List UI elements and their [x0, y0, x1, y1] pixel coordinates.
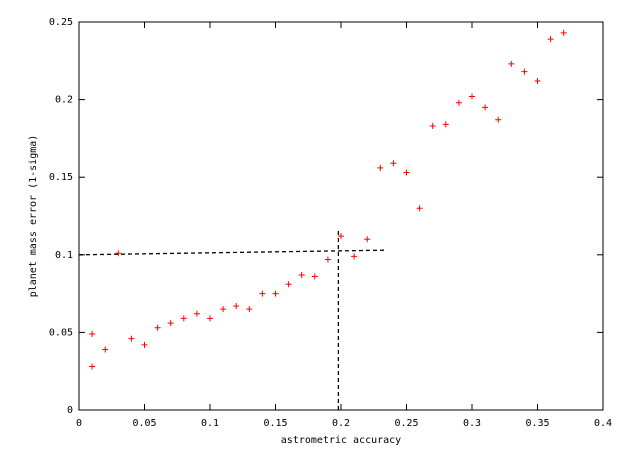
- point: [220, 306, 227, 313]
- point: [547, 36, 554, 43]
- point: [167, 320, 174, 327]
- x-axis-label: astrometric accuracy: [281, 435, 401, 446]
- point: [193, 310, 200, 317]
- point: [455, 99, 462, 106]
- x-tick-label: 0.1: [201, 418, 219, 429]
- point: [403, 169, 410, 176]
- point: [259, 290, 266, 297]
- point: [416, 205, 423, 212]
- x-tick-label: 0: [76, 418, 82, 429]
- point: [285, 281, 292, 288]
- point: [338, 233, 344, 240]
- y-tick-label: 0.25: [49, 17, 73, 28]
- guide-line: [78, 249, 387, 256]
- point: [272, 290, 279, 297]
- x-tick-label: 0.25: [394, 418, 418, 429]
- point: [115, 250, 122, 257]
- point: [377, 164, 384, 171]
- plot-frame: [78, 21, 604, 411]
- y-tick-label: 0.2: [55, 95, 73, 106]
- x-tick-label: 0.4: [594, 418, 612, 429]
- x-tick-label: 0.3: [463, 418, 481, 429]
- point: [246, 306, 253, 313]
- point: [521, 68, 528, 75]
- point: [482, 104, 489, 111]
- point: [560, 29, 567, 36]
- y-axis-label: planet mass error (1-sigma): [28, 135, 39, 298]
- y-tick-label: 0.05: [49, 327, 73, 338]
- point: [534, 77, 541, 84]
- point: [180, 315, 187, 322]
- point: [207, 315, 213, 322]
- point: [429, 122, 436, 129]
- point: [233, 303, 240, 310]
- x-tick-label: 0.2: [332, 418, 350, 429]
- x-tick-label: 0.05: [132, 418, 156, 429]
- point: [442, 121, 449, 128]
- point: [102, 346, 109, 353]
- point: [469, 93, 475, 100]
- y-tick-label: 0: [67, 405, 73, 416]
- point: [141, 341, 148, 348]
- point: [154, 324, 161, 331]
- y-tick-label: 0.15: [49, 172, 73, 183]
- x-tick-label: 0.15: [263, 418, 287, 429]
- point: [495, 116, 502, 123]
- y-tick-label: 0.1: [55, 250, 73, 261]
- point: [390, 160, 397, 167]
- point: [311, 273, 318, 280]
- point: [89, 363, 96, 370]
- point: [508, 60, 515, 67]
- point: [298, 271, 305, 278]
- point: [351, 253, 358, 260]
- point: [89, 330, 96, 337]
- point: [364, 236, 371, 243]
- point: [324, 256, 331, 263]
- x-tick-label: 0.35: [525, 418, 549, 429]
- point: [128, 335, 135, 342]
